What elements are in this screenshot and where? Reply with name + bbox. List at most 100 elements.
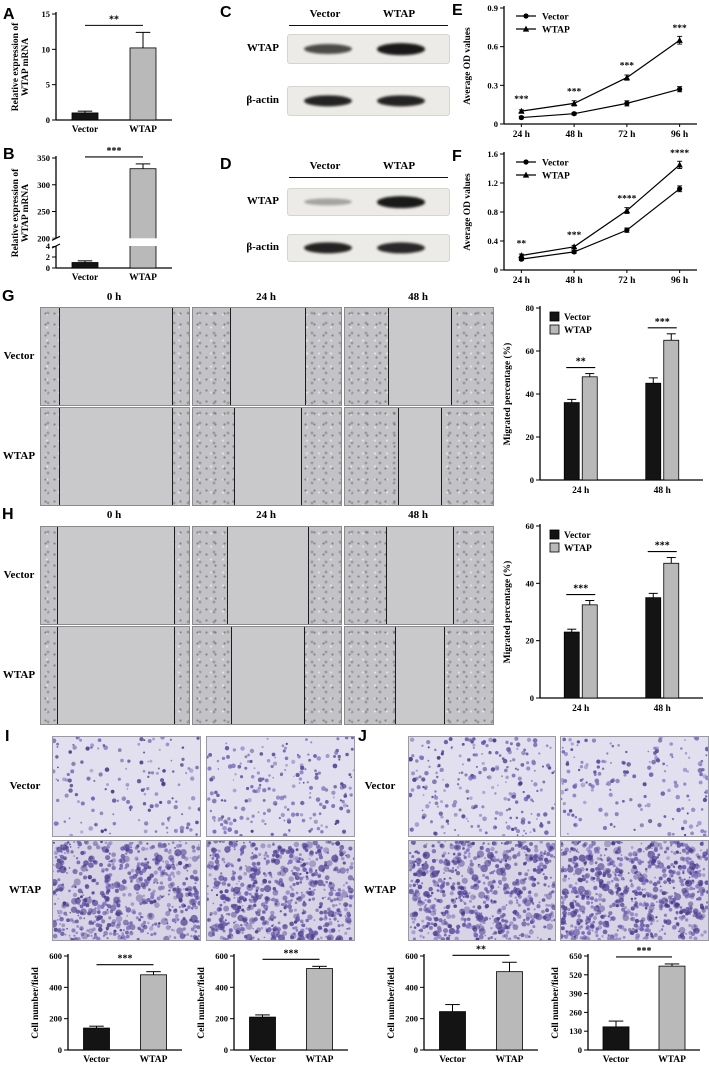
scratch-area bbox=[398, 408, 442, 505]
svg-text:200: 200 bbox=[37, 233, 50, 243]
svg-text:***: *** bbox=[655, 541, 670, 552]
svg-text:15: 15 bbox=[42, 9, 51, 19]
svg-text:WTAP: WTAP bbox=[658, 1055, 686, 1065]
svg-text:5: 5 bbox=[46, 80, 50, 90]
svg-text:260: 260 bbox=[569, 1007, 582, 1017]
svg-text:WTAP mRNA: WTAP mRNA bbox=[21, 184, 31, 242]
blot-row-label: WTAP bbox=[246, 195, 279, 207]
wound-row-label: WTAP bbox=[2, 668, 36, 681]
svg-text:Migrated percentage (%): Migrated percentage (%) bbox=[502, 561, 513, 664]
svg-text:80: 80 bbox=[526, 303, 535, 313]
panel-label-j: J bbox=[358, 728, 367, 745]
blot-header-rule bbox=[289, 177, 448, 178]
svg-text:0.8: 0.8 bbox=[487, 207, 498, 217]
svg-text:0: 0 bbox=[414, 1045, 418, 1055]
svg-text:****: **** bbox=[617, 195, 636, 205]
svg-text:***: *** bbox=[107, 146, 122, 157]
svg-text:***: *** bbox=[637, 946, 652, 957]
svg-text:200: 200 bbox=[405, 1014, 418, 1024]
svg-text:10: 10 bbox=[42, 44, 51, 54]
svg-text:0: 0 bbox=[494, 265, 498, 275]
svg-text:60: 60 bbox=[526, 521, 535, 531]
wound-image bbox=[344, 526, 494, 625]
svg-text:72 h: 72 h bbox=[618, 130, 636, 140]
svg-text:350: 350 bbox=[37, 153, 50, 163]
svg-text:***: *** bbox=[567, 231, 582, 241]
svg-text:***: *** bbox=[514, 95, 529, 105]
svg-text:WTAP: WTAP bbox=[140, 1055, 168, 1065]
svg-text:400: 400 bbox=[405, 982, 418, 992]
wound-image bbox=[344, 307, 494, 406]
svg-text:Migrated percentage (%): Migrated percentage (%) bbox=[502, 343, 513, 446]
svg-text:**: ** bbox=[517, 240, 527, 250]
svg-text:200: 200 bbox=[215, 1014, 228, 1024]
blot-row-label: β-actin bbox=[246, 94, 279, 106]
wound-image bbox=[344, 407, 494, 506]
svg-text:**: ** bbox=[576, 357, 586, 368]
svg-text:0: 0 bbox=[224, 1045, 228, 1055]
svg-text:40: 40 bbox=[526, 578, 535, 588]
wound-image bbox=[192, 626, 342, 725]
wound-column-header: 48 h bbox=[408, 291, 428, 303]
scratch-area bbox=[234, 408, 302, 505]
panel-label-h: H bbox=[2, 506, 14, 523]
blot-lane-header: Vector bbox=[309, 8, 341, 20]
svg-text:Vector: Vector bbox=[564, 313, 591, 323]
svg-text:0: 0 bbox=[530, 475, 534, 485]
cell-count-chart-j1: Cell number/field 0 200 400 600 Vector WTAP ** bbox=[387, 944, 538, 1065]
wound-column-header: 0 h bbox=[106, 291, 122, 303]
scratch-area bbox=[58, 308, 174, 405]
transwell-row-label: WTAP bbox=[8, 883, 42, 896]
svg-text:WTAP: WTAP bbox=[496, 1055, 524, 1065]
svg-text:0.3: 0.3 bbox=[487, 80, 498, 90]
transwell-image bbox=[408, 736, 556, 837]
wound-row-label: Vector bbox=[3, 568, 35, 581]
scratch-area bbox=[57, 527, 175, 624]
svg-text:Cell number/field: Cell number/field bbox=[31, 967, 41, 1039]
svg-text:520: 520 bbox=[569, 970, 582, 980]
wound-row-label: WTAP bbox=[2, 449, 36, 462]
svg-text:48 h: 48 h bbox=[566, 276, 584, 286]
blot-band-strip bbox=[287, 86, 450, 116]
western-blot-d: Vector WTAP WTAP β-actin bbox=[235, 160, 450, 272]
blot-row-label: WTAP bbox=[246, 42, 279, 54]
svg-text:Cell number/field: Cell number/field bbox=[551, 967, 561, 1039]
svg-text:WTAP: WTAP bbox=[564, 326, 592, 336]
svg-text:**: ** bbox=[109, 14, 119, 25]
scratch-area bbox=[395, 627, 445, 724]
svg-text:Relative expression of: Relative expression of bbox=[11, 22, 21, 111]
svg-text:2: 2 bbox=[46, 252, 50, 262]
svg-text:WTAP mRNA: WTAP mRNA bbox=[21, 38, 31, 96]
scratch-area bbox=[387, 308, 453, 405]
svg-text:300: 300 bbox=[37, 180, 50, 190]
svg-text:Vector: Vector bbox=[72, 125, 99, 135]
svg-text:4: 4 bbox=[46, 241, 51, 251]
svg-text:40: 40 bbox=[526, 389, 535, 399]
wound-image bbox=[192, 307, 342, 406]
wound-image bbox=[40, 626, 190, 725]
wtap-mrna-bar-chart-a: Relative expression of WTAP mRNA 0 5 10 15 Vec… bbox=[11, 9, 172, 135]
svg-text:0: 0 bbox=[530, 693, 534, 703]
svg-text:***: *** bbox=[655, 317, 670, 328]
svg-text:Vector: Vector bbox=[249, 1055, 276, 1065]
svg-text:1.6: 1.6 bbox=[487, 149, 498, 159]
transwell-image bbox=[206, 736, 355, 837]
svg-text:400: 400 bbox=[49, 982, 62, 992]
svg-text:WTAP: WTAP bbox=[542, 26, 570, 36]
svg-text:600: 600 bbox=[405, 951, 418, 961]
svg-text:Average OD values: Average OD values bbox=[463, 173, 473, 251]
svg-text:Vector: Vector bbox=[439, 1055, 466, 1065]
transwell-image bbox=[408, 840, 556, 941]
svg-text:72 h: 72 h bbox=[618, 276, 636, 286]
svg-text:24 h: 24 h bbox=[513, 276, 531, 286]
svg-text:390: 390 bbox=[569, 989, 582, 999]
svg-text:WTAP: WTAP bbox=[306, 1055, 334, 1065]
svg-text:Average OD values: Average OD values bbox=[463, 27, 473, 105]
migration-bar-chart-h: Migrated percentage (%) 0 20 40 60 24 h 48 h Ve… bbox=[502, 521, 703, 714]
svg-text:Vector: Vector bbox=[542, 13, 569, 23]
svg-text:0.6: 0.6 bbox=[487, 42, 498, 52]
svg-text:0.9: 0.9 bbox=[487, 3, 498, 13]
svg-text:Relative expression of: Relative expression of bbox=[11, 168, 21, 257]
